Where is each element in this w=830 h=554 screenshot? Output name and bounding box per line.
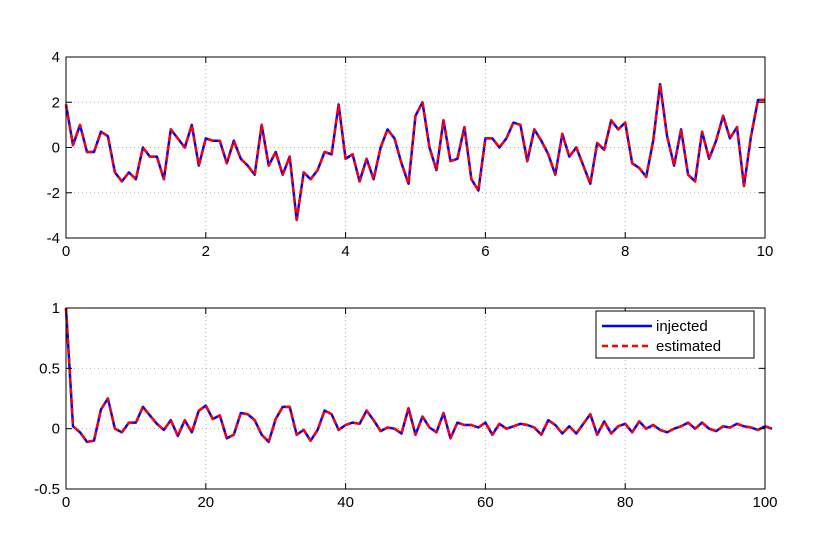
y-tick-label: 4: [52, 49, 60, 66]
y-tick-label: -0.5: [34, 481, 60, 498]
y-tick-label: -2: [47, 185, 60, 202]
y-tick-label: -4: [47, 230, 60, 247]
y-tick-label: 0.5: [39, 360, 60, 377]
y-tick-label: 1: [52, 300, 60, 317]
top-subplot: 0 2 4 6 8 10 -4 -2 0 2 4: [47, 49, 774, 260]
legend-label-injected: injected: [656, 318, 708, 335]
x-tick-label: 20: [197, 494, 214, 511]
x-tick-label: 4: [341, 243, 349, 260]
y-tick-label: 0: [52, 140, 60, 157]
legend-label-estimated: estimated: [656, 338, 721, 355]
x-tick-label: 40: [337, 494, 354, 511]
legend-box: [595, 310, 755, 359]
x-tick-label: 0: [62, 243, 70, 260]
series-line-estimated: [64, 307, 773, 444]
x-tick-label: 80: [617, 494, 634, 511]
series-line-dashed: [64, 82, 765, 222]
bottom-subplot: 0 20 40 60 80 100-0.500.51: [34, 300, 777, 511]
x-tick-label: 6: [481, 243, 489, 260]
axes-frame: [65, 307, 766, 490]
x-tick-label: 2: [202, 243, 210, 260]
legend: injected estimated: [595, 310, 755, 359]
x-tick-label: 100: [752, 494, 777, 511]
x-tick-label: 60: [477, 494, 494, 511]
y-tick-label: 0: [52, 421, 60, 438]
x-tick-label: 10: [757, 243, 774, 260]
x-tick-label: 8: [621, 243, 629, 260]
x-tick-label: 0: [62, 494, 70, 511]
y-tick-label: 2: [52, 94, 60, 111]
